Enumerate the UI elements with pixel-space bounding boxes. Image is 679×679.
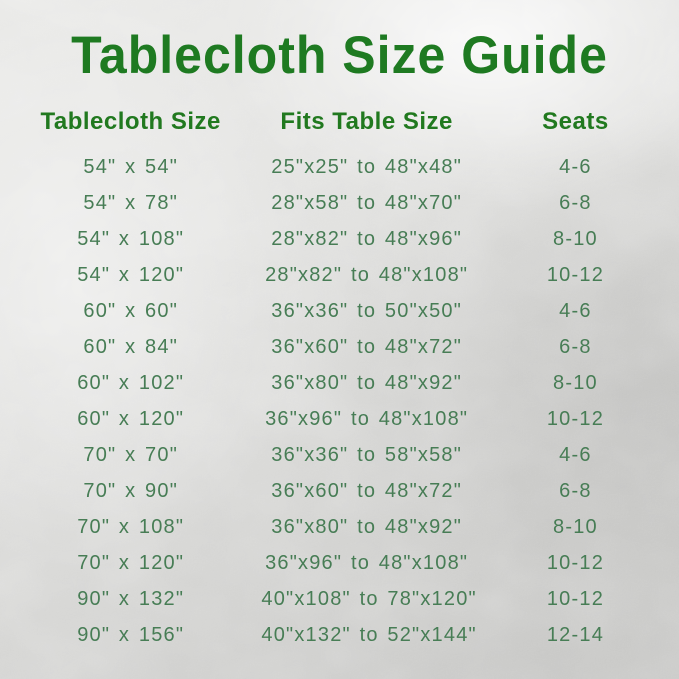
cell-seats: 4-6 xyxy=(559,299,592,322)
column-header-tablecloth-size: Tablecloth Size xyxy=(40,108,221,135)
cell-fits-table-size: 36"x36" to 50"x50" xyxy=(271,299,463,322)
cell-seats: 6-8 xyxy=(559,335,592,358)
cell-tablecloth-size: 60" x 60" xyxy=(83,299,178,322)
cell-fits-table-size: 36"x96" to 48"x108" xyxy=(265,551,469,574)
cell-fits-table-size: 36"x80" to 48"x92" xyxy=(271,515,463,538)
table-row: 90" x 132" 40"x108" to 78"x120" 10-12 xyxy=(0,581,679,617)
cell-tablecloth-size: 60" x 84" xyxy=(83,335,178,358)
cell-seats: 8-10 xyxy=(553,227,598,250)
table-row: 70" x 70" 36"x36" to 58"x58" 4-6 xyxy=(0,437,679,473)
table-header-row: Tablecloth Size Fits Table Size Seats xyxy=(0,107,679,137)
table-row: 54" x 78" 28"x58" to 48"x70" 6-8 xyxy=(0,185,679,221)
table-row: 70" x 120" 36"x96" to 48"x108" 10-12 xyxy=(0,545,679,581)
cell-fits-table-size: 36"x36" to 58"x58" xyxy=(271,443,463,466)
cell-seats: 12-14 xyxy=(546,623,605,646)
cell-seats: 8-10 xyxy=(553,371,598,394)
cell-fits-table-size: 28"x82" to 48"x96" xyxy=(271,227,463,250)
cell-seats: 10-12 xyxy=(546,263,605,286)
cell-tablecloth-size: 54" x 120" xyxy=(77,263,185,286)
table-row: 60" x 84" 36"x60" to 48"x72" 6-8 xyxy=(0,329,679,365)
cell-seats: 10-12 xyxy=(546,587,605,610)
cell-seats: 6-8 xyxy=(559,479,592,502)
table-row: 54" x 108" 28"x82" to 48"x96" 8-10 xyxy=(0,221,679,257)
cell-tablecloth-size: 54" x 54" xyxy=(83,155,178,178)
cell-seats: 4-6 xyxy=(559,155,592,178)
cell-fits-table-size: 28"x82" to 48"x108" xyxy=(265,263,469,286)
cell-fits-table-size: 40"x108" to 78"x120" xyxy=(261,587,477,610)
cell-tablecloth-size: 90" x 156" xyxy=(77,623,185,646)
cell-tablecloth-size: 54" x 108" xyxy=(77,227,185,250)
table-row: 60" x 102" 36"x80" to 48"x92" 8-10 xyxy=(0,365,679,401)
cell-fits-table-size: 40"x132" to 52"x144" xyxy=(261,623,477,646)
cell-fits-table-size: 36"x80" to 48"x92" xyxy=(271,371,463,394)
table-row: 70" x 108" 36"x80" to 48"x92" 8-10 xyxy=(0,509,679,545)
page-title: Tablecloth Size Guide xyxy=(71,25,608,85)
cell-tablecloth-size: 54" x 78" xyxy=(83,191,178,214)
column-header-seats: Seats xyxy=(542,108,609,135)
cell-tablecloth-size: 70" x 108" xyxy=(77,515,185,538)
table-row: 70" x 90" 36"x60" to 48"x72" 6-8 xyxy=(0,473,679,509)
cell-tablecloth-size: 70" x 120" xyxy=(77,551,185,574)
cell-tablecloth-size: 60" x 120" xyxy=(77,407,185,430)
table-row: 90" x 156" 40"x132" to 52"x144" 12-14 xyxy=(0,617,679,653)
cell-seats: 6-8 xyxy=(559,191,592,214)
cell-fits-table-size: 28"x58" to 48"x70" xyxy=(271,191,463,214)
table-row: 60" x 120" 36"x96" to 48"x108" 10-12 xyxy=(0,401,679,437)
cell-tablecloth-size: 70" x 70" xyxy=(83,443,178,466)
cell-seats: 10-12 xyxy=(546,407,605,430)
cell-tablecloth-size: 90" x 132" xyxy=(77,587,185,610)
cell-seats: 10-12 xyxy=(546,551,605,574)
table-body: 54" x 54" 25"x25" to 48"x48" 4-6 54" x 7… xyxy=(0,149,679,653)
cell-tablecloth-size: 70" x 90" xyxy=(83,479,178,502)
table-row: 60" x 60" 36"x36" to 50"x50" 4-6 xyxy=(0,293,679,329)
cell-fits-table-size: 36"x60" to 48"x72" xyxy=(271,479,463,502)
column-header-fits-table-size: Fits Table Size xyxy=(280,108,453,135)
cell-seats: 8-10 xyxy=(553,515,598,538)
cell-fits-table-size: 36"x96" to 48"x108" xyxy=(265,407,469,430)
cell-fits-table-size: 36"x60" to 48"x72" xyxy=(271,335,463,358)
cell-seats: 4-6 xyxy=(559,443,592,466)
table-row: 54" x 120" 28"x82" to 48"x108" 10-12 xyxy=(0,257,679,293)
table-row: 54" x 54" 25"x25" to 48"x48" 4-6 xyxy=(0,149,679,185)
cell-tablecloth-size: 60" x 102" xyxy=(77,371,185,394)
cell-fits-table-size: 25"x25" to 48"x48" xyxy=(271,155,463,178)
